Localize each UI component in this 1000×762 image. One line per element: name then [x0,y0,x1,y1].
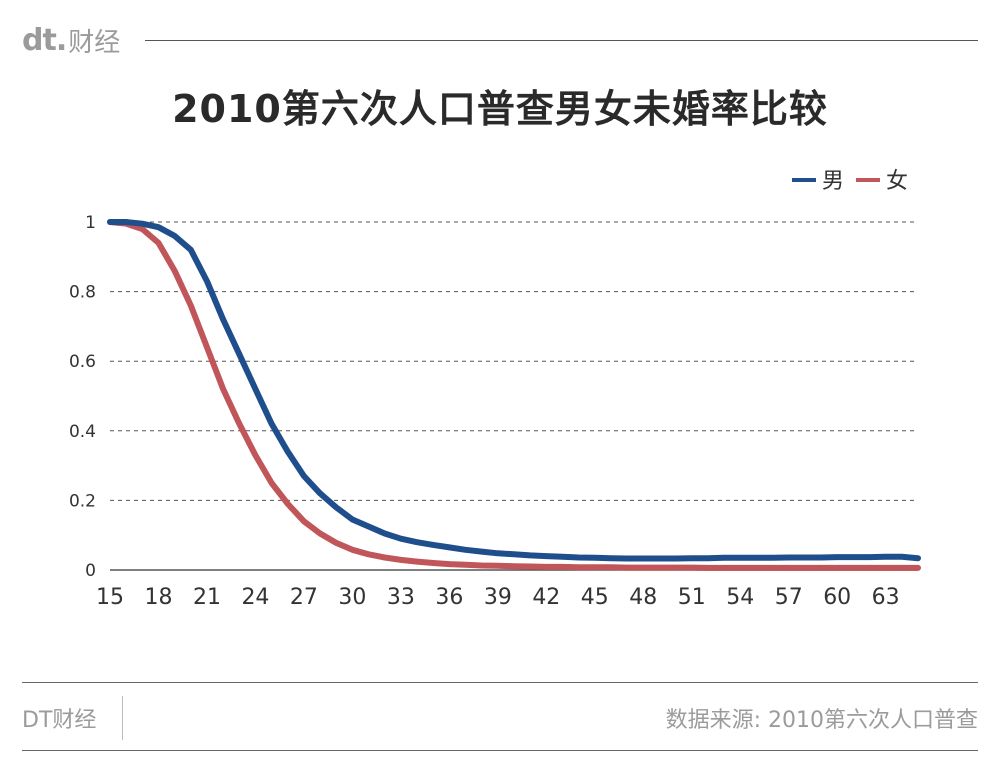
x-tick-label: 48 [629,585,657,610]
x-tick-label: 57 [775,585,803,610]
series-lines [107,219,921,571]
y-axis-ticks: 0 0.2 0.4 0.6 0.8 1 [69,213,96,581]
footer-divider-bottom [22,750,978,751]
x-tick-label: 15 [96,585,124,610]
x-axis-ticks: 15 18 21 24 27 30 33 36 39 42 45 48 51 54 57 60 63 [96,585,900,610]
x-tick-label: 39 [484,585,512,610]
x-tick-label: 21 [193,585,221,610]
line-chart: 0 0.2 0.4 0.6 0.8 1 15 18 21 24 27 30 33 36 39 42 45 48 5… [69,169,921,610]
x-tick-label: 54 [726,585,754,610]
brand-header: dt. 财经 [22,22,120,58]
grid-lines [110,221,918,571]
header-divider [145,40,978,41]
footer-source: 数据来源: 2010第六次人口普查 [665,708,978,733]
chart-title: 2010第六次人口普查男女未婚率比较 [172,87,828,131]
series-line-male [107,219,921,562]
x-tick-label: 18 [144,585,172,610]
footer-brand: DT财经 [22,708,97,733]
y-tick-label: 0.6 [69,352,96,372]
x-tick-label: 33 [387,585,415,610]
x-tick-label: 36 [435,585,463,610]
legend-label-female: 女 [886,169,908,194]
x-tick-label: 45 [581,585,609,610]
y-tick-label: 1 [85,213,96,233]
x-tick-label: 27 [290,585,318,610]
x-tick-label: 63 [872,585,900,610]
brand-name: 财经 [68,27,121,58]
x-tick-label: 30 [338,585,366,610]
x-tick-label: 60 [823,585,851,610]
series-line-female [107,219,921,571]
legend-label-male: 男 [822,169,844,194]
footer-divider-top [22,682,978,683]
footer-separator [122,696,123,740]
dt-logo: dt. [22,22,67,58]
y-tick-label: 0.4 [69,422,96,442]
y-tick-label: 0.8 [69,283,96,303]
legend: 男女 [792,169,908,194]
x-tick-label: 42 [532,585,560,610]
y-tick-label: 0.2 [69,491,96,511]
x-tick-label: 24 [241,585,269,610]
y-tick-label: 0 [85,561,96,581]
x-tick-label: 51 [678,585,706,610]
